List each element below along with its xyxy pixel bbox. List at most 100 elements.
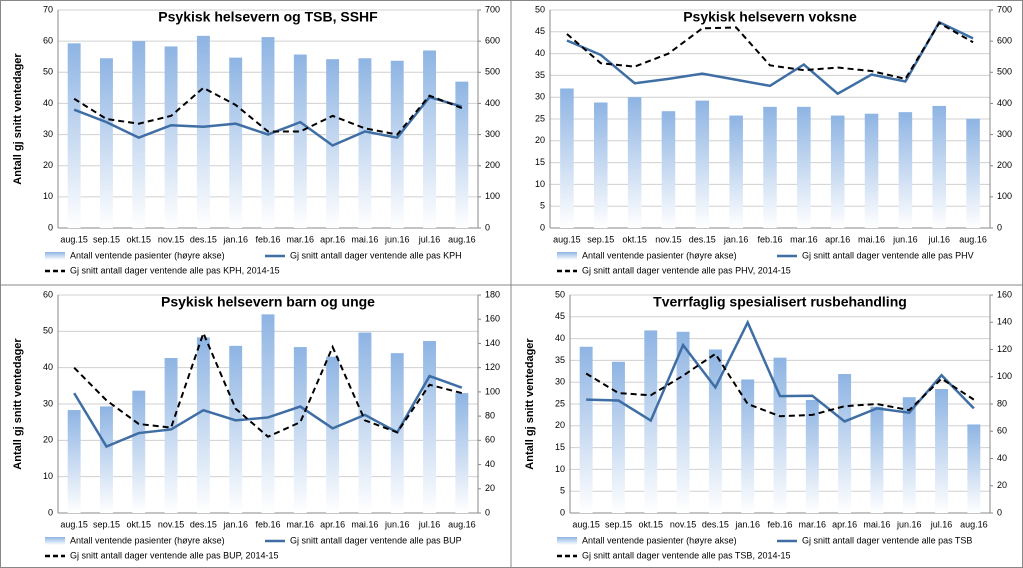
x-tick-label: okt.15 [622, 234, 647, 244]
y2-tick-label: 80 [997, 398, 1007, 408]
x-tick-label: jan.16 [734, 519, 760, 529]
legend-label: Gj snitt antall dager ventende alle pas … [70, 550, 278, 560]
y2-tick-label: 200 [485, 160, 500, 170]
x-tick-label: mai.16 [351, 519, 378, 529]
y2-tick-label: 700 [485, 4, 500, 14]
y2-tick-label: 200 [997, 160, 1012, 170]
y-tick-label: 25 [555, 398, 565, 408]
x-tick-label: feb.16 [255, 519, 280, 529]
x-tick-label: des.15 [190, 234, 217, 244]
bar [676, 331, 690, 513]
y2-tick-label: 100 [485, 386, 500, 396]
bar [132, 41, 146, 229]
bar [838, 374, 852, 513]
y-tick-label: 30 [555, 377, 565, 387]
y-tick-label: 15 [535, 157, 545, 167]
y2-tick-label: 400 [485, 98, 500, 108]
y2-tick-label: 60 [485, 435, 495, 445]
y2-tick-label: 40 [997, 453, 1007, 463]
x-tick-label: aug.15 [572, 519, 600, 529]
bar [695, 100, 710, 228]
y-tick-label: 0 [560, 507, 565, 517]
y2-tick-label: 160 [485, 314, 500, 324]
y-tick-label: 0 [48, 507, 53, 517]
legend-swatch [557, 537, 577, 545]
bar [708, 349, 722, 513]
line [586, 319, 975, 423]
bar [797, 106, 811, 228]
x-tick-label: aug.15 [60, 234, 88, 244]
legend-label: Gj snitt antall dager ventende alle pas … [802, 535, 972, 545]
x-tick-label: nov.15 [158, 519, 184, 529]
y2-tick-label: 180 [485, 289, 500, 299]
y-tick-label: 0 [48, 222, 53, 232]
x-tick-label: sep.15 [605, 519, 632, 529]
bar [935, 389, 948, 513]
bar [830, 115, 845, 228]
y2-tick-label: 0 [485, 222, 490, 232]
legend-swatch [557, 252, 577, 260]
x-tick-label: jan.16 [723, 234, 749, 244]
x-tick-label: apr.16 [832, 519, 857, 529]
y-tick-label: 40 [555, 333, 565, 343]
x-tick-label: feb.16 [767, 519, 792, 529]
x-tick-label: mai.16 [863, 519, 890, 529]
y2-tick-label: 100 [997, 191, 1012, 201]
y2-tick-label: 300 [997, 129, 1012, 139]
x-tick-label: jul.16 [418, 234, 441, 244]
x-tick-label: feb.16 [255, 234, 280, 244]
y2-tick-label: 0 [997, 507, 1002, 517]
y-tick-label: 15 [555, 442, 565, 452]
y2-tick-label: 300 [485, 129, 500, 139]
y2-tick-label: 140 [485, 338, 500, 348]
y-tick-label: 5 [540, 201, 545, 211]
bar [326, 356, 340, 513]
bar [261, 314, 275, 513]
bar [870, 406, 884, 513]
bar [612, 361, 625, 513]
legend-label: Gj snitt antall dager ventende alle pas … [582, 265, 791, 275]
bar [67, 410, 81, 513]
line [73, 86, 463, 136]
line [566, 21, 974, 81]
x-tick-label: mar.16 [790, 234, 818, 244]
y-tick-label: 60 [43, 289, 53, 299]
y2-tick-label: 20 [485, 483, 495, 493]
x-tick-label: okt.15 [127, 234, 152, 244]
y-tick-label: 5 [560, 486, 565, 496]
bar [132, 390, 146, 513]
x-tick-label: jan.16 [222, 234, 248, 244]
y-tick-label: 25 [535, 113, 545, 123]
bar [902, 397, 916, 513]
x-tick-label: jun.16 [384, 519, 410, 529]
bar [729, 115, 743, 228]
y-tick-label: 30 [43, 129, 53, 139]
y2-tick-label: 80 [485, 410, 495, 420]
x-tick-label: mar.16 [799, 519, 827, 529]
legend-label: Gj snitt antall dager ventende alle pas … [582, 550, 790, 560]
legend-label: Gj snitt antall dager ventende alle pas … [802, 250, 974, 260]
x-tick-label: jul.16 [930, 519, 953, 529]
x-tick-label: nov.15 [670, 519, 696, 529]
y2-tick-label: 500 [997, 67, 1012, 77]
bar [358, 58, 372, 229]
bar [661, 111, 676, 228]
legend-label: Antall ventende pasienter (høyre akse) [70, 535, 225, 545]
bar [773, 357, 787, 513]
legend-label: Gj snitt antall dager ventende alle pas … [70, 265, 280, 275]
y2-tick-label: 40 [485, 459, 495, 469]
x-tick-label: aug.16 [448, 519, 476, 529]
y2-tick-label: 0 [997, 222, 1002, 232]
y-tick-label: 50 [535, 4, 545, 14]
bar [229, 57, 243, 228]
line [585, 352, 975, 418]
y2-tick-label: 100 [997, 371, 1012, 381]
x-tick-label: okt.15 [127, 519, 152, 529]
y2-tick-label: 500 [485, 67, 500, 77]
x-tick-label: jun.16 [896, 519, 922, 529]
bar [358, 332, 372, 513]
bar [864, 113, 879, 228]
x-tick-label: feb.16 [757, 234, 782, 244]
x-tick-label: sep.15 [587, 234, 614, 244]
legend-label: Antall ventende pasienter (høyre akse) [70, 250, 225, 260]
